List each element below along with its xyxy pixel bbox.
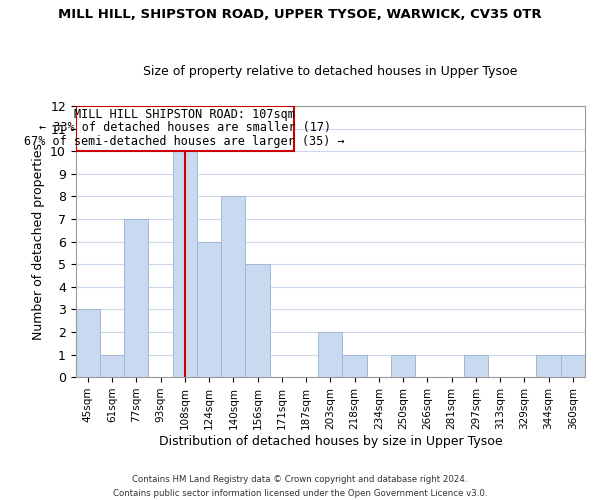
Bar — [318, 332, 343, 377]
Text: ← 33% of detached houses are smaller (17): ← 33% of detached houses are smaller (17… — [39, 121, 331, 134]
Bar — [561, 354, 585, 377]
Bar — [173, 151, 197, 377]
Bar — [76, 310, 100, 377]
Bar — [343, 354, 367, 377]
Y-axis label: Number of detached properties: Number of detached properties — [32, 143, 44, 340]
Text: Contains HM Land Registry data © Crown copyright and database right 2024.
Contai: Contains HM Land Registry data © Crown c… — [113, 476, 487, 498]
Bar — [221, 196, 245, 377]
Text: MILL HILL SHIPSTON ROAD: 107sqm: MILL HILL SHIPSTON ROAD: 107sqm — [74, 108, 295, 121]
Bar — [245, 264, 270, 377]
Bar — [197, 242, 221, 377]
FancyBboxPatch shape — [76, 106, 294, 151]
Text: MILL HILL, SHIPSTON ROAD, UPPER TYSOE, WARWICK, CV35 0TR: MILL HILL, SHIPSTON ROAD, UPPER TYSOE, W… — [58, 8, 542, 20]
Bar — [100, 354, 124, 377]
Bar — [536, 354, 561, 377]
Bar — [124, 219, 148, 377]
Title: Size of property relative to detached houses in Upper Tysoe: Size of property relative to detached ho… — [143, 66, 518, 78]
Bar — [391, 354, 415, 377]
Text: 67% of semi-detached houses are larger (35) →: 67% of semi-detached houses are larger (… — [25, 134, 345, 147]
Bar — [464, 354, 488, 377]
X-axis label: Distribution of detached houses by size in Upper Tysoe: Distribution of detached houses by size … — [158, 434, 502, 448]
